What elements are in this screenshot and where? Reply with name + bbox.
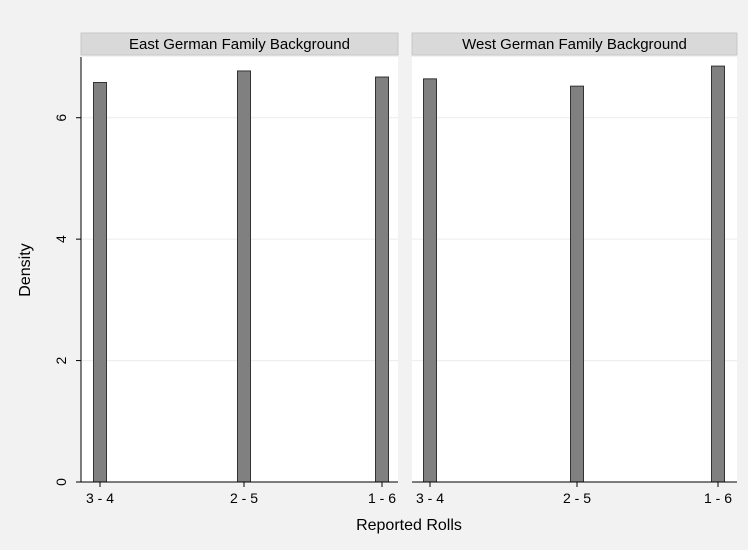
bar: [570, 85, 584, 483]
x-tick-label: 2 - 5: [230, 490, 258, 506]
x-ticks: 3 - 4 2 - 5 1 - 6: [416, 482, 732, 506]
bar: [423, 78, 437, 483]
bar: [711, 65, 725, 483]
bar: [375, 76, 389, 483]
y-tick-label: 0: [53, 478, 69, 486]
x-tick-label: 2 - 5: [563, 490, 591, 506]
bars: [93, 70, 389, 483]
y-ticks: 0 2 4 6: [53, 114, 81, 486]
panel-title: West German Family Background: [462, 36, 687, 53]
panel-west: West German Family Background 3 - 4 2 - 5…: [411, 32, 738, 506]
bars: [423, 65, 725, 483]
y-tick-label: 4: [53, 235, 69, 243]
x-axis-label: Reported Rolls: [356, 517, 462, 534]
bar: [237, 70, 251, 483]
y-tick-label: 2: [53, 356, 69, 364]
x-tick-label: 1 - 6: [704, 490, 732, 506]
x-tick-label: 3 - 4: [416, 490, 444, 506]
x-tick-label: 3 - 4: [86, 490, 114, 506]
bar: [93, 82, 107, 483]
y-tick-label: 6: [53, 114, 69, 122]
panel-title: East German Family Background: [129, 36, 350, 53]
y-axis-label: Density: [17, 243, 34, 296]
panel-strip: [80, 32, 399, 56]
panel-east: East German Family Background 3 - 4 2 - 5…: [53, 32, 399, 506]
x-ticks: 3 - 4 2 - 5 1 - 6: [86, 482, 396, 506]
x-tick-label: 1 - 6: [368, 490, 396, 506]
panel-strip: [411, 32, 738, 56]
